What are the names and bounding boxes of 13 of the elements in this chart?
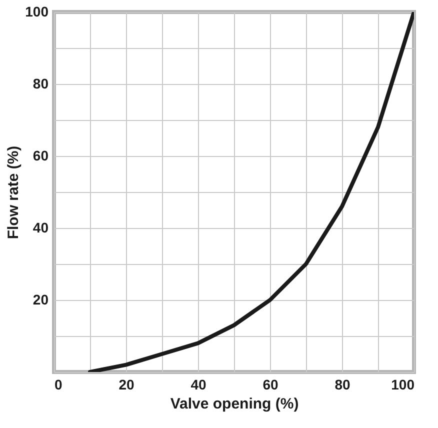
- y-axis-title: Flow rate (%): [5, 146, 22, 240]
- y-tick-label: 40: [32, 220, 49, 236]
- x-tick-label: 40: [190, 376, 206, 392]
- y-tick-label: 80: [32, 76, 49, 92]
- x-tick-label: 60: [262, 376, 278, 392]
- x-tick-label: 100: [391, 376, 415, 392]
- x-tick-label: 20: [118, 376, 134, 392]
- y-tick-label: 20: [32, 292, 49, 308]
- y-tick-label: 60: [32, 148, 49, 164]
- x-tick-label: 0: [54, 376, 62, 392]
- x-tick-label: 80: [334, 376, 350, 392]
- x-axis-title: Valve opening (%): [170, 396, 299, 412]
- y-tick-label: 100: [25, 4, 49, 20]
